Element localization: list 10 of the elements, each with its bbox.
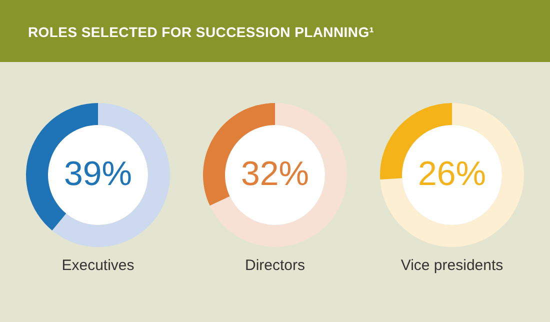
donut-slice <box>52 103 170 247</box>
text: Executives <box>62 257 135 274</box>
data-label: 26% <box>418 155 486 193</box>
text: Vice presidents <box>400 257 503 274</box>
data-label: 32% <box>240 155 310 193</box>
text: ROLES SELECTED FOR SUCCESSION PLANNING¹ <box>28 24 374 40</box>
data-label: 39% <box>64 155 132 193</box>
text: Directors <box>244 257 305 274</box>
donut-slice <box>210 103 347 247</box>
donut-slice <box>380 103 524 247</box>
